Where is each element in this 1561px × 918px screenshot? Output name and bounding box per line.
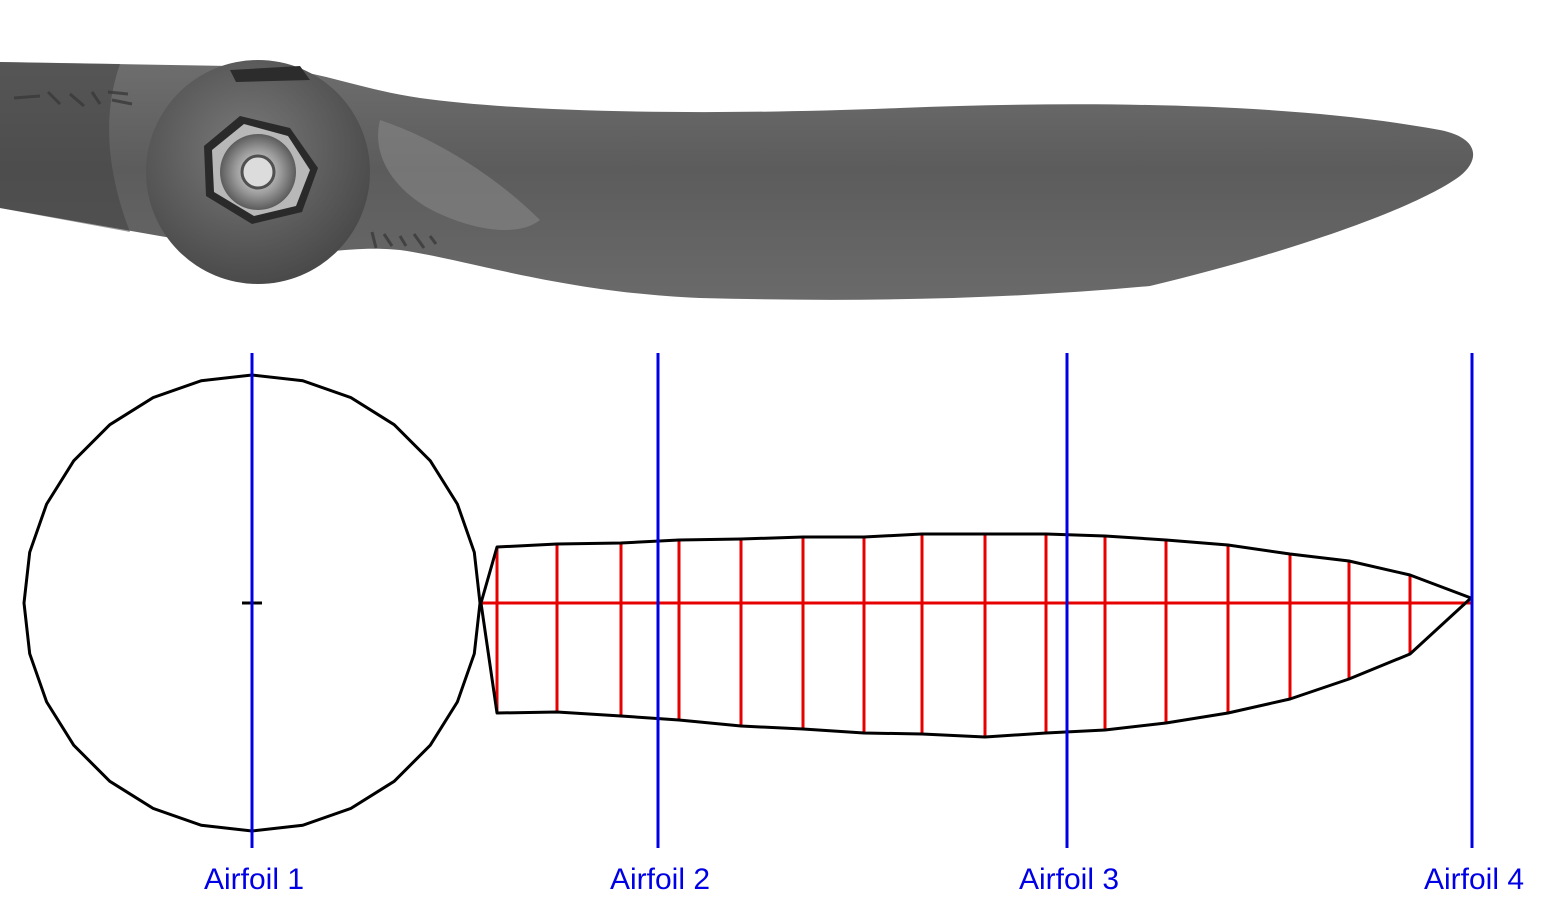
propeller-photo	[0, 60, 1473, 300]
airfoil-3-label: Airfoil 3	[969, 860, 1169, 900]
airfoil-2-label: Airfoil 2	[560, 860, 760, 900]
airfoil-1-label: Airfoil 1	[154, 860, 354, 900]
airfoil-4-label: Airfoil 4	[1374, 860, 1561, 900]
shaft-bore	[242, 156, 274, 188]
blade-outline	[481, 534, 1471, 737]
blade-planform-diagram	[24, 353, 1472, 848]
hub	[146, 60, 370, 284]
